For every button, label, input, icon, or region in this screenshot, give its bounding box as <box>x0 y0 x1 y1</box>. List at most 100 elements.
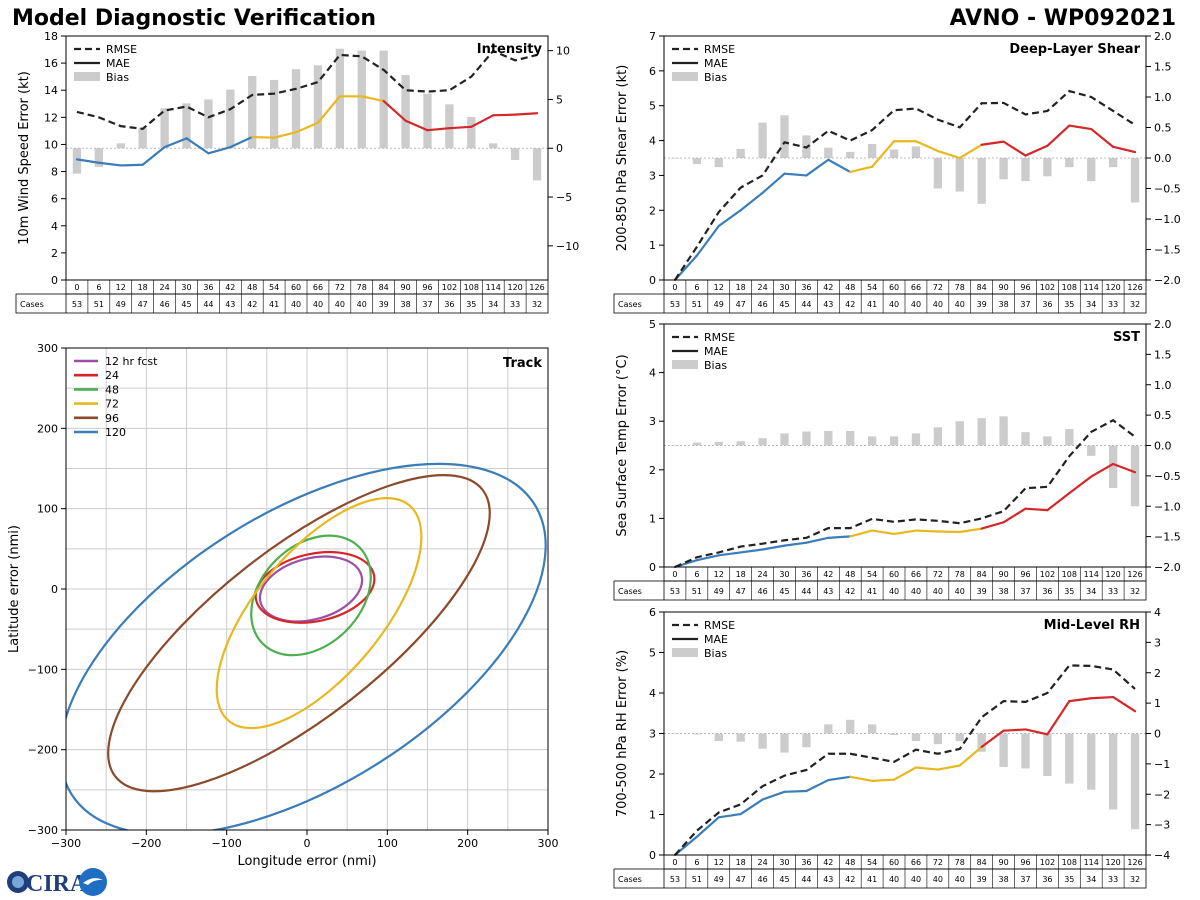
rh-legend-bias-swatch <box>672 648 698 657</box>
shear-bias-bar <box>736 148 745 158</box>
rh-bias-bar <box>1043 733 1052 777</box>
sst-cases-value: 35 <box>1064 587 1074 596</box>
rh-mae-segment <box>871 778 896 782</box>
rh-leadhour-label: 96 <box>1020 858 1030 867</box>
rh-bias-bar <box>1108 733 1118 810</box>
rh-cases-value: 41 <box>867 875 877 884</box>
rh-cases-value: 33 <box>1108 875 1118 884</box>
sst-y2tick-label: 1.5 <box>1154 348 1172 361</box>
shear-leadhour-label: 30 <box>779 283 789 292</box>
shear-y2tick-label: −2.0 <box>1154 274 1181 287</box>
rh-ylabel: 700-500 hPa RH Error (%) <box>615 650 630 817</box>
track-xtick-label: 200 <box>457 837 478 850</box>
shear-leadhour-label: 114 <box>1084 283 1099 292</box>
sst-leadhour-label: 102 <box>1040 570 1055 579</box>
intensity-cases-value: 33 <box>510 300 520 309</box>
track-ellipse-96 <box>107 474 491 793</box>
shear-bias-bar <box>780 115 789 158</box>
shear-leadhour-label: 84 <box>977 283 987 292</box>
sst-cases-value: 46 <box>757 587 767 596</box>
rh-mae-segment <box>1024 728 1049 736</box>
shear-bias-bar <box>824 147 833 158</box>
intensity-cases-value: 39 <box>379 300 389 309</box>
shear-legend-rmse: RMSE <box>704 43 735 56</box>
shear-y2tick-label: 2.0 <box>1154 30 1172 43</box>
sst-cases-value: 38 <box>998 587 1008 596</box>
intensity-leadhour-label: 6 <box>96 283 101 292</box>
rh-ytick-label: 1 <box>649 809 656 822</box>
sst-leadhour-label: 90 <box>998 570 1008 579</box>
rh-cases-value: 36 <box>1042 875 1052 884</box>
shear-y2tick-label: 0.5 <box>1154 122 1172 135</box>
intensity-leadhour-label: 120 <box>507 283 522 292</box>
cira-logo-badge <box>79 868 107 896</box>
intensity-cases-value: 46 <box>159 300 169 309</box>
shear-mae-segment <box>1046 124 1071 147</box>
shear-bias-bar <box>933 158 943 189</box>
shear-cases-row <box>613 293 1147 314</box>
rh-cases-row <box>613 868 1147 889</box>
intensity-bias-bar <box>423 93 432 149</box>
rh-bias-bar <box>889 733 899 736</box>
track-xtick-label: 300 <box>538 837 559 850</box>
intensity-leadhour-label: 84 <box>379 283 389 292</box>
intensity-bias-bar <box>204 99 213 149</box>
intensity-bias-bar <box>116 143 125 149</box>
intensity-mae-segment <box>119 163 144 167</box>
sst-cases-value: 47 <box>736 587 746 596</box>
shear-mae-segment <box>805 158 830 177</box>
sst-ytick-label: 4 <box>649 367 656 380</box>
intensity-cases-value: 40 <box>335 300 345 309</box>
intensity-bias-bar <box>445 104 454 149</box>
shear-cases-caption: Cases <box>618 300 642 309</box>
sst-ytick-label: 5 <box>649 318 656 331</box>
rh-mae-segment <box>783 789 808 793</box>
sst-bias-bar <box>1065 429 1074 446</box>
track-ytick-label: 300 <box>37 342 58 355</box>
sst-mae-segment <box>871 529 896 536</box>
rh-leadhour-label: 18 <box>736 858 746 867</box>
intensity-bias-bar <box>182 103 191 149</box>
intensity-mae-segment <box>294 121 320 134</box>
intensity-cases-value: 38 <box>400 300 410 309</box>
rh-leadhour-label: 30 <box>779 858 789 867</box>
rh-mae-segment <box>936 764 961 771</box>
track-ellipse-72 <box>215 497 423 730</box>
shear-leadhour-label: 36 <box>801 283 811 292</box>
sst-bias-bar <box>736 441 745 446</box>
rh-mae-segment <box>958 745 983 767</box>
page-title: Model Diagnostic Verification <box>12 6 377 31</box>
sst-bias-bar <box>1108 445 1118 489</box>
rh-bias-bar <box>933 733 943 745</box>
intensity-cases-value: 45 <box>181 300 191 309</box>
rh-cases-value: 37 <box>1020 875 1030 884</box>
shear-cases-value: 40 <box>911 300 921 309</box>
shear-cases-value: 44 <box>801 300 811 309</box>
intensity-bias-bar <box>226 89 235 149</box>
sst-y2tick-label: −0.5 <box>1154 470 1181 483</box>
rh-legend-mae: MAE <box>704 633 728 646</box>
rh-cases-value: 35 <box>1064 875 1074 884</box>
shear-bias-bar <box>1108 158 1118 168</box>
sst-leadhour-label: 36 <box>801 570 811 579</box>
rh-cases-value: 38 <box>998 875 1008 884</box>
rh-cases-value: 44 <box>801 875 811 884</box>
rh-bias-bar <box>911 733 921 742</box>
sst-cases-value: 39 <box>977 587 987 596</box>
rh-bias-bar <box>1130 733 1140 830</box>
sst-mae-segment <box>717 551 742 557</box>
sst-bias-bar <box>1021 432 1030 446</box>
shear-cases-value: 51 <box>692 300 702 309</box>
shear-y2tick-label: 0.0 <box>1154 152 1172 165</box>
rh-cases-value: 40 <box>911 875 921 884</box>
shear-mae-segment <box>717 209 742 228</box>
shear-ytick-label: 0 <box>649 274 656 287</box>
sst-cases-value: 33 <box>1108 587 1118 596</box>
rh-cases-value: 51 <box>692 875 702 884</box>
track-ytick-label: −300 <box>28 824 58 837</box>
track-xtick-label: −200 <box>131 837 161 850</box>
intensity-leadhour-label: 12 <box>116 283 126 292</box>
rh-bias-bar <box>714 733 723 742</box>
intensity-ytick-label: 4 <box>51 220 58 233</box>
sst-cases-value: 41 <box>867 587 877 596</box>
